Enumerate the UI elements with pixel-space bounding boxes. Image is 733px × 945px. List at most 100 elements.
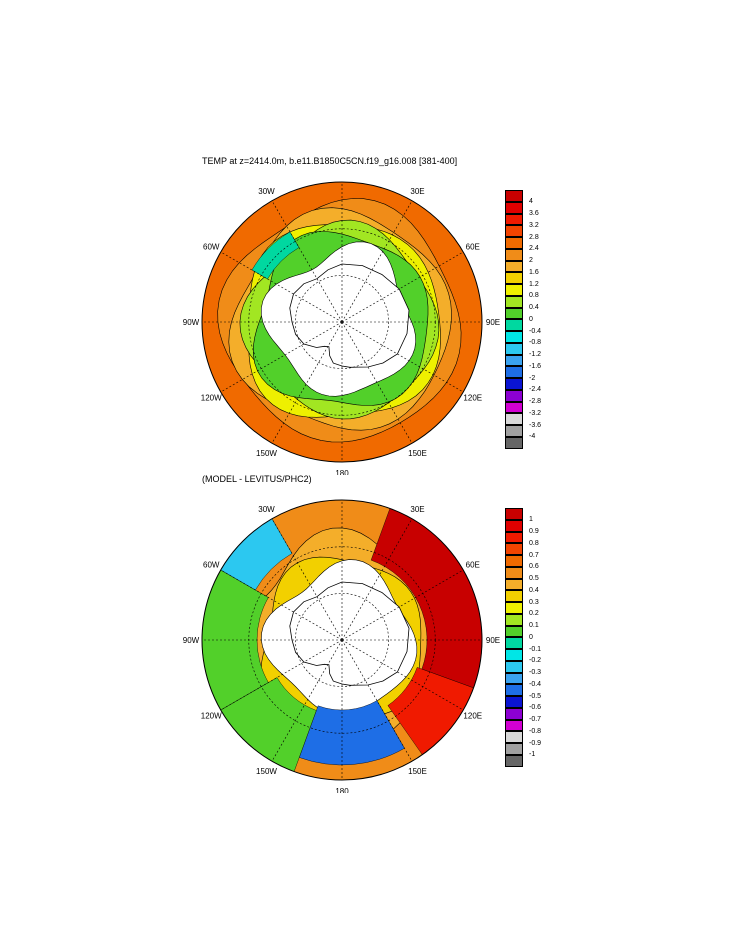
colorbar-swatch: [505, 602, 523, 614]
colorbar-tick-label: -3.2: [529, 409, 542, 417]
colorbar-swatch: [505, 637, 523, 649]
top-meridian-1: [341, 200, 413, 323]
colorbar-swatch: [505, 566, 523, 579]
colorbar-swatch: [505, 543, 523, 555]
bottom-colorbar: 1 0.9 0.8 0.7 0.6 0.5 0.4 0.3 0.2 0.1 0 -0.1 -0.2 -0.…: [505, 508, 541, 767]
bottom-lon-label: 0: [340, 493, 345, 494]
colorbar-swatch: [505, 272, 523, 284]
top-lon-label: 150E: [408, 449, 427, 458]
colorbar-tick-label: 1.6: [529, 268, 539, 276]
colorbar-swatch: [505, 707, 523, 720]
colorbar-swatch: [505, 366, 523, 378]
colorbar-swatch: [505, 531, 523, 544]
colorbar-swatch: [505, 731, 523, 743]
colorbar-swatch: [505, 260, 523, 273]
top-latitude-circle-0: [295, 275, 389, 369]
top-colorbar: 4 3.6 3.2 2.8 2.4 2 1.6 1.2 0.8 0.4 0 -0.4 -0.8 -1.2 -…: [505, 190, 541, 449]
bottom-lon-label: 90W: [183, 636, 200, 645]
colorbar-tick-label: 0.3: [529, 598, 539, 606]
bottom-lon-label: 30E: [410, 505, 424, 514]
top-meridian-2: [341, 251, 464, 323]
bottom-lon-label: 60E: [466, 561, 480, 570]
colorbar-swatch: [505, 660, 523, 673]
top-meridian-11: [271, 200, 343, 323]
colorbar-tick-label: 0.5: [529, 575, 539, 582]
bottom-meridian-11: [271, 518, 343, 641]
colorbar-swatch: [505, 436, 523, 449]
colorbar-tick-label: -0.8: [529, 727, 542, 735]
colorbar-swatch: [505, 331, 523, 343]
colorbar-swatch: [505, 342, 523, 355]
top-meridian-4: [341, 321, 464, 393]
bottom-latitude-circle-0: [295, 593, 389, 687]
colorbar-tick-label: 2.8: [529, 233, 539, 241]
colorbar-swatch: [505, 754, 523, 767]
colorbar-tick-label: 0: [529, 633, 533, 641]
top-polar-map: 0 30E 60E 90E 120E 150E 180 150W 120W 90W 60W 30W: [183, 175, 500, 475]
colorbar-tick-label: 0.7: [529, 551, 539, 559]
bottom-meridian-4: [341, 639, 464, 711]
colorbar-tick-label: -1: [529, 751, 536, 759]
colorbar-tick-label: -0.8: [529, 339, 542, 347]
colorbar-tick-label: -0.1: [529, 645, 542, 653]
bottom-meridian-2: [341, 569, 464, 641]
bottom-map-title: (MODEL - LEVITUS/PHC2): [202, 474, 312, 484]
bottom-meridian-7: [271, 639, 343, 762]
colorbar-tick-label: -0.5: [529, 692, 542, 700]
colorbar-tick-label: 1: [529, 516, 533, 524]
colorbar-swatch: [505, 672, 523, 685]
top-lon-label: 0: [340, 175, 345, 176]
colorbar-tick-label: -0.7: [529, 716, 542, 723]
colorbar-tick-label: 0.4: [529, 304, 539, 311]
colorbar-swatch: [505, 307, 523, 320]
colorbar-tick-label: 0.8: [529, 539, 539, 547]
colorbar-tick-label: 0.4: [529, 586, 539, 594]
bottom-lon-label: 150W: [256, 767, 277, 776]
top-lon-label: 150W: [256, 449, 277, 458]
colorbar-tick-label: -3.6: [529, 421, 542, 429]
bottom-antarctica-outline: [289, 581, 410, 686]
colorbar-swatch: [505, 696, 523, 708]
colorbar-tick-label: 0.8: [529, 292, 539, 300]
colorbar-tick-label: -4: [529, 433, 536, 441]
colorbar-swatch: [505, 295, 523, 308]
colorbar-swatch: [505, 190, 523, 202]
colorbar-swatch: [505, 508, 523, 520]
colorbar-tick-label: -2.4: [529, 386, 542, 394]
top-lon-label: 90E: [486, 318, 500, 327]
top-lon-label: 120E: [463, 394, 482, 403]
colorbar-swatch: [505, 413, 523, 425]
bottom-lon-label: 180: [335, 787, 349, 793]
colorbar-tick-label: -0.9: [529, 739, 542, 747]
colorbar-tick-label: -1.2: [529, 351, 542, 358]
colorbar-tick-label: -0.2: [529, 657, 542, 665]
colorbar-swatch: [505, 649, 523, 661]
bottom-lon-label: 60W: [203, 561, 220, 570]
colorbar-swatch: [505, 354, 523, 367]
colorbar-swatch: [505, 248, 523, 261]
colorbar-swatch: [505, 401, 523, 414]
colorbar-swatch: [505, 613, 523, 626]
bottom-meridian-5: [341, 639, 413, 762]
colorbar-swatch: [505, 684, 523, 696]
colorbar-swatch: [505, 625, 523, 638]
top-lon-label: 60W: [203, 243, 220, 252]
bottom-lon-label: 150E: [408, 767, 427, 776]
top-lon-label: 180: [335, 469, 349, 475]
colorbar-tick-label: 2.4: [529, 245, 539, 253]
bottom-map-boundary: [201, 499, 483, 781]
top-meridian-5: [341, 321, 413, 444]
colorbar-tick-label: 3.2: [529, 221, 539, 229]
bottom-lon-label: 120W: [201, 712, 222, 721]
bottom-meridian-1: [341, 518, 413, 641]
colorbar-swatch: [505, 319, 523, 331]
colorbar-tick-label: 0.1: [529, 622, 539, 629]
colorbar-swatch: [505, 590, 523, 602]
colorbar-swatch: [505, 237, 523, 249]
colorbar-swatch: [505, 743, 523, 755]
colorbar-tick-label: -2.8: [529, 398, 542, 405]
bottom-polar-map: 0 30E 60E 90E 120E 150E 180 150W 120W 90W 60W 30W: [183, 493, 500, 793]
colorbar-swatch: [505, 284, 523, 296]
top-meridian-10: [220, 251, 343, 323]
top-anomaly-patch-0: [251, 231, 300, 280]
